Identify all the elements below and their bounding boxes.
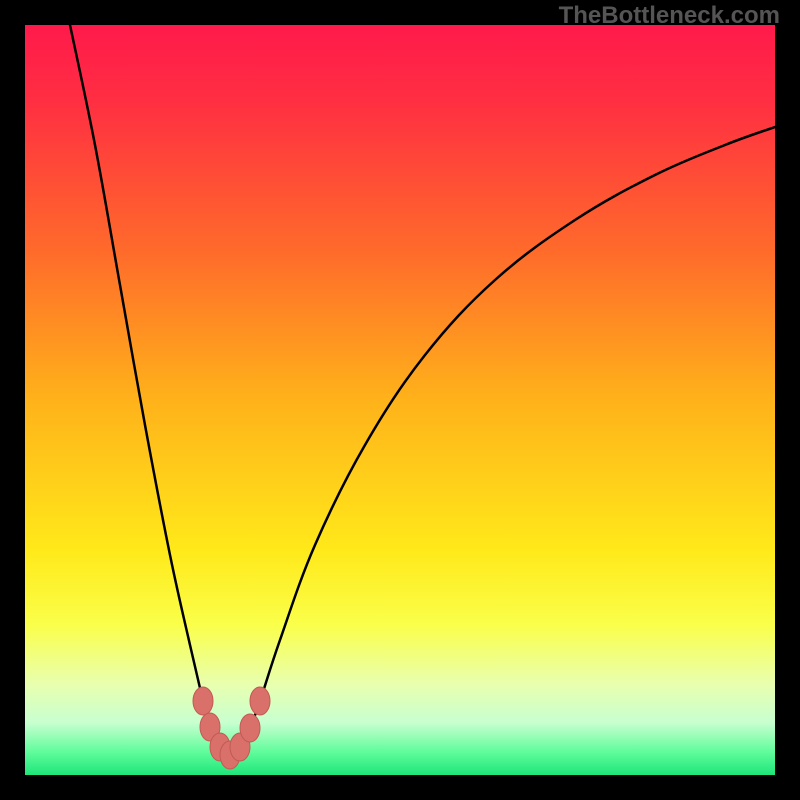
chart-frame: TheBottleneck.com xyxy=(0,0,800,800)
watermark-text: TheBottleneck.com xyxy=(559,2,780,30)
curve-marker xyxy=(193,687,213,715)
plot-area xyxy=(25,25,775,775)
curve-marker xyxy=(250,687,270,715)
bottleneck-curve xyxy=(70,25,775,755)
curve-marker xyxy=(240,714,260,742)
curve-layer xyxy=(25,25,775,775)
